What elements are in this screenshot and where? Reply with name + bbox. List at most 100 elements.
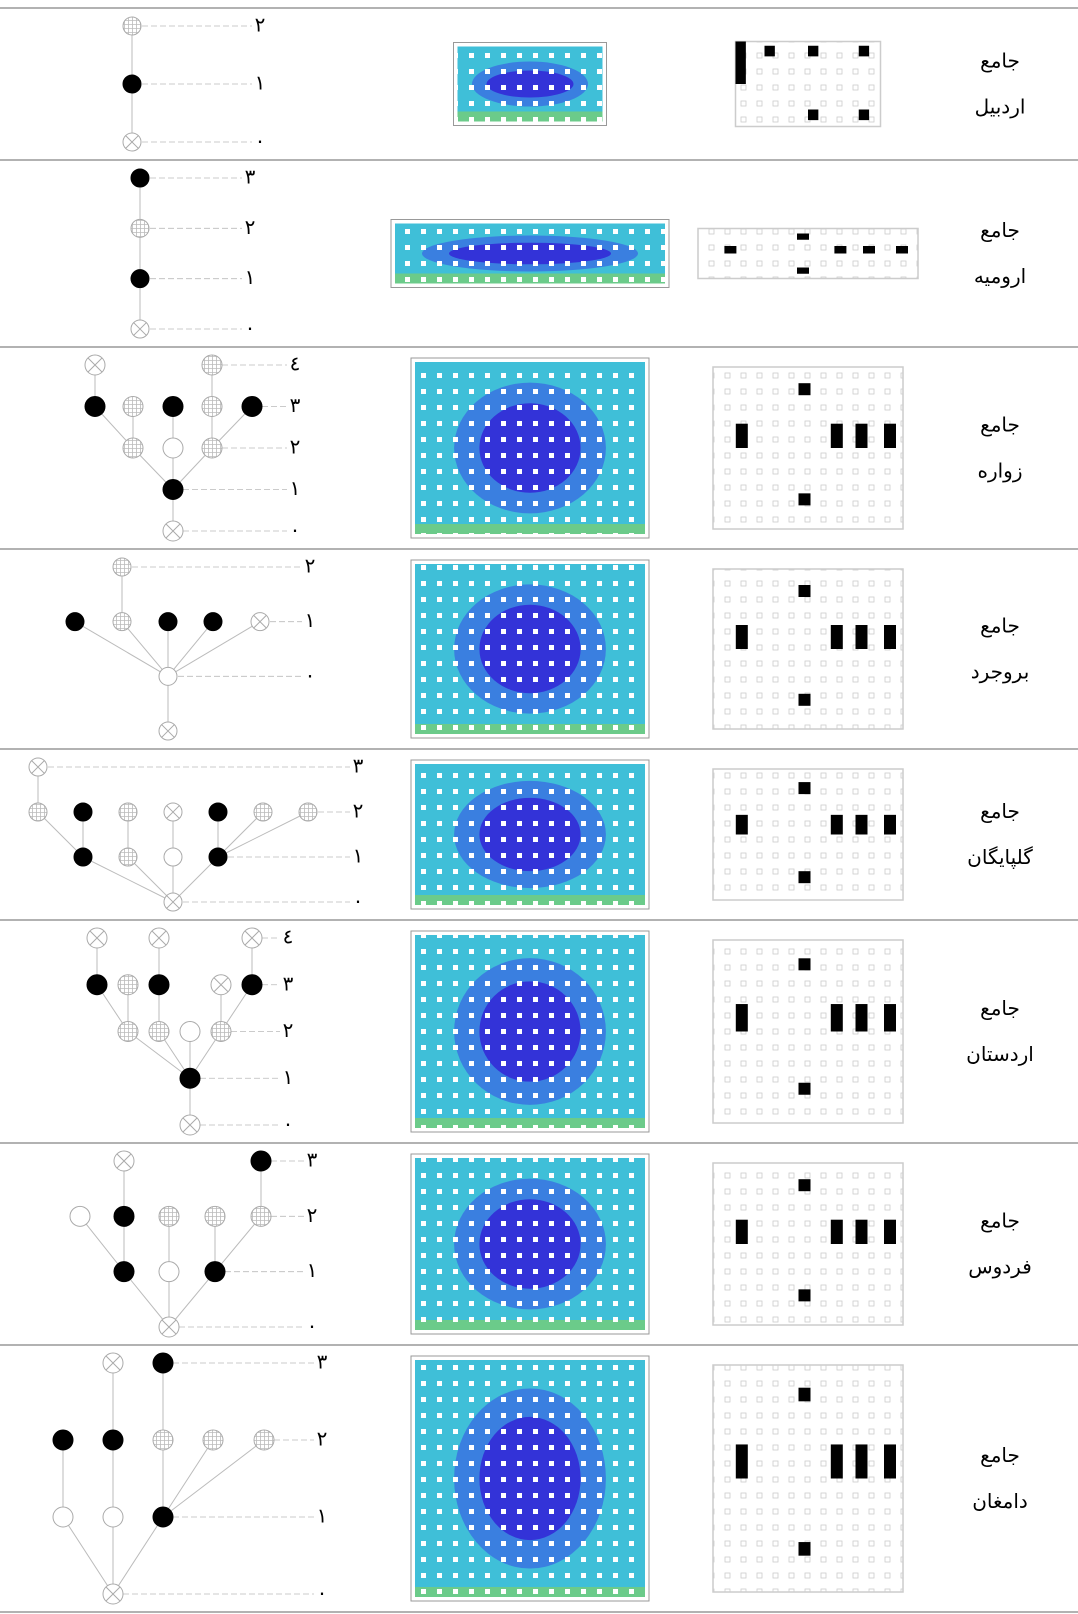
mosque-name: فردوس [968,1255,1032,1279]
plan-pier [799,1179,811,1191]
graph-node [131,270,149,288]
plan-pier [736,625,748,649]
graph-node [153,1430,173,1450]
plan-pier [808,46,818,57]
graph-node [114,1206,134,1226]
graph-node [204,613,222,631]
plan-pier [856,815,868,835]
plan-pier [797,268,809,274]
mosque-name: جامع [980,1443,1020,1467]
plan-pier [736,424,748,448]
heatmap-pillars [415,935,645,1128]
graph-node [153,1353,173,1373]
graph-node [113,613,131,631]
graph-node [103,1507,123,1527]
graph-edge [215,1216,261,1271]
graph-node [203,1430,223,1450]
graph-node [202,397,222,417]
graph-edge [169,1272,215,1327]
graph-node [103,1430,123,1450]
plan-pier [831,815,843,835]
graph-edge [124,1272,169,1327]
plan-pier [797,234,809,240]
plan-pier [799,871,811,883]
table-row: جامعدامغان٣٢١٠ [0,1350,1078,1613]
graph-node [123,438,143,458]
graph-node [131,169,149,187]
mosque-name: جامع [980,218,1020,242]
plan-pier [799,958,811,970]
graph-node [159,613,177,631]
level-label: ١ [245,265,256,289]
level-label: ٢ [283,1018,294,1042]
graph-node [66,613,84,631]
plan-pier [856,1004,868,1031]
mosque-name: جامع [980,413,1020,437]
graph-node [211,1022,231,1042]
graph-node [149,975,169,995]
level-label: ١ [305,608,316,632]
plan-pier [799,493,811,505]
plan-pier [856,424,868,448]
plan-pier [736,1004,748,1031]
graph-node [149,1022,169,1042]
graph-node [118,1022,138,1042]
plan-pier [799,383,811,395]
graph-node [119,803,137,821]
level-label: ٤ [290,352,301,376]
level-label: ٠ [283,1112,294,1136]
graph-node [242,975,262,995]
level-label: ٢ [290,435,301,459]
graph-edge [218,812,263,857]
graph-node [180,1022,200,1042]
mosque-name: جامع [980,49,1020,73]
graph-edge [63,1517,113,1594]
level-label: ٢ [353,799,364,823]
heatmap-pillars [415,564,645,734]
level-label: ٠ [353,889,364,913]
graph-node [251,1206,271,1226]
graph-node [209,848,227,866]
graph-node [180,1068,200,1088]
graph-node [164,848,182,866]
graph-node [159,1262,179,1282]
mosque-name: اردستان [966,1042,1034,1066]
level-label: ٢ [245,215,256,239]
plan-pier [736,42,746,85]
graph-edge [163,1440,213,1517]
level-label: ٣ [307,1148,318,1172]
plan-pier [808,110,818,121]
heatmap-pillars [415,1158,645,1330]
graph-node [254,1430,274,1450]
mosque-name: جامع [980,614,1020,638]
level-label: ٠ [305,663,316,687]
mosque-name: جامع [980,996,1020,1020]
graph-edge [122,622,168,677]
heatmap-pillars [458,47,603,122]
graph-node [123,17,141,35]
plan-pier [831,424,843,448]
graph-node [163,397,183,417]
level-label: ٢ [307,1203,318,1227]
plan-pier [831,625,843,649]
document-table: جامعاردبیل٢١٠جامعارومیه٣٢١٠جامعزواره٤٣٢١… [0,0,1078,1614]
plan-pier [884,1444,896,1478]
level-label: ٤ [283,925,294,949]
level-label: ٠ [307,1314,318,1338]
graph-node [87,975,107,995]
plan-pier [799,1083,811,1095]
graph-node [70,1206,90,1226]
heatmap-pillars [415,764,645,905]
level-label: ٠ [290,518,301,542]
level-label: ٣ [353,754,364,778]
graph-node [159,1206,179,1226]
mosque-name: زواره [977,459,1022,483]
mosque-name: دامغان [972,1489,1028,1513]
mosque-name: جامع [980,1209,1020,1233]
graph-node [163,438,183,458]
plan-pier [831,1444,843,1478]
